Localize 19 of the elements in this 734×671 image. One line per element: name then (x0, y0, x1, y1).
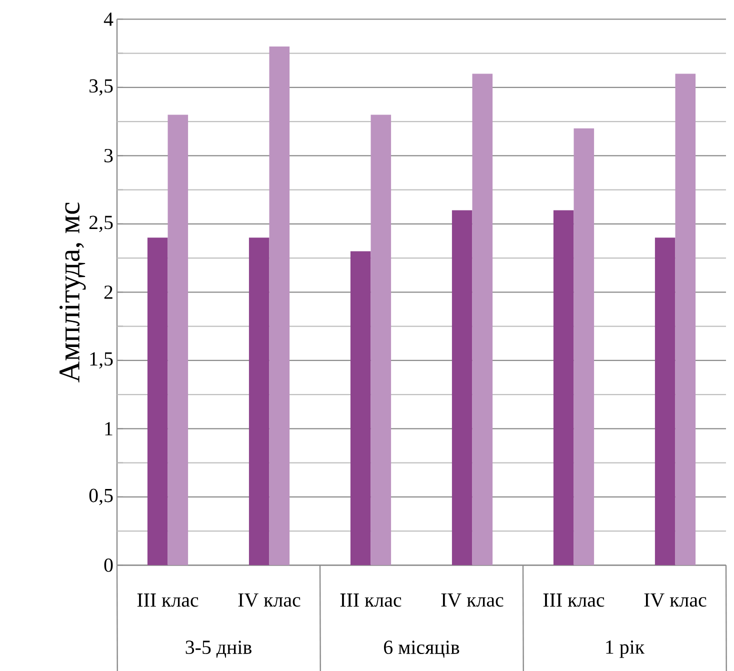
text: 6 місяців (384, 640, 460, 658)
y-tick-label: 2 (104, 286, 112, 299)
x-tick-label: IV клас (238, 593, 300, 607)
x-tick-label: III клас (543, 594, 604, 607)
x-tick-label: IV клас (441, 593, 504, 607)
text: 3-5 днів (186, 640, 252, 658)
y-tick-label: 0,5 (89, 488, 113, 506)
y-tick-label: 1,5 (90, 352, 113, 369)
y-tick-label: 2,5 (89, 216, 113, 232)
y-tick-label: 4 (104, 12, 114, 26)
y-tick-label: 0 (104, 558, 113, 572)
x-tick-label: III клас (137, 594, 198, 607)
x-tick-label: III клас (340, 594, 402, 607)
y-tick-label: 1 (105, 422, 112, 436)
text: 1 рік (606, 640, 645, 658)
y-tick-label: 3 (104, 148, 113, 162)
x-tick-label: IV клас (644, 593, 706, 607)
y-axis-title: Амплітуда, мс (59, 202, 86, 382)
y-tick-label: 3,5 (90, 79, 113, 96)
